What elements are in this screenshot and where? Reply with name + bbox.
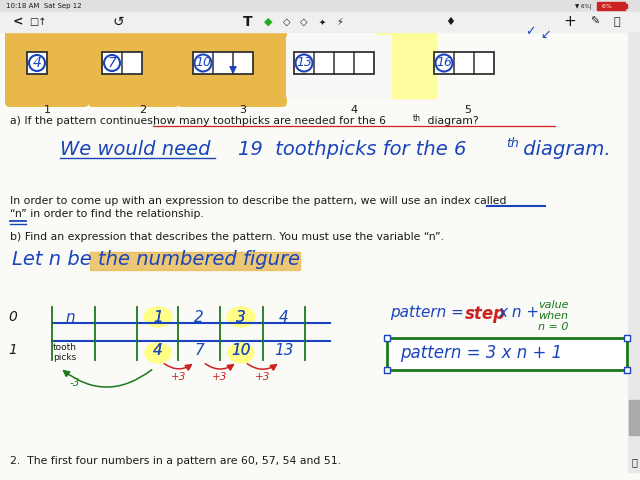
Bar [27, 52, 47, 74]
Text: 4: 4 [33, 56, 42, 70]
Text: 3: 3 [236, 310, 246, 325]
Text: 2: 2 [194, 310, 204, 325]
Text: 6%: 6% [598, 3, 612, 9]
Text: Let n be the numbered figure: Let n be the numbered figure [12, 250, 300, 269]
Text: 7: 7 [108, 56, 116, 70]
Text: 13: 13 [296, 57, 312, 70]
Text: ✓: ✓ [525, 25, 536, 38]
Bar [625, 4, 627, 8]
Text: tooth
picks: tooth picks [53, 343, 77, 362]
Ellipse shape [228, 343, 254, 363]
Text: diagram?: diagram? [424, 116, 479, 126]
Text: <: < [13, 15, 23, 28]
Text: how many toothpicks are needed for the 6: how many toothpicks are needed for the 6 [153, 116, 386, 126]
Text: diagram.: diagram. [517, 140, 611, 159]
Bar [629, 400, 639, 435]
Text: when: when [538, 311, 568, 321]
Text: +3: +3 [212, 372, 228, 382]
Text: th: th [506, 137, 519, 150]
Text: 🔍: 🔍 [631, 457, 637, 467]
Text: 19  toothpicks for the 6: 19 toothpicks for the 6 [238, 140, 467, 159]
Text: +: + [564, 14, 577, 29]
Text: a) If the pattern continues,: a) If the pattern continues, [10, 116, 160, 126]
Bar [434, 52, 494, 74]
Text: 1: 1 [44, 105, 51, 115]
Text: 4: 4 [153, 343, 163, 358]
Bar [294, 52, 374, 74]
Text: 3: 3 [236, 310, 246, 325]
Text: “n” in order to find the relationship.: “n” in order to find the relationship. [10, 209, 204, 219]
Text: 1: 1 [8, 343, 17, 357]
Text: -3: -3 [70, 378, 80, 388]
Text: 10: 10 [195, 57, 211, 70]
Text: ◇: ◇ [300, 17, 308, 27]
Text: 5: 5 [465, 105, 472, 115]
Text: 4: 4 [279, 310, 289, 325]
Text: ↺: ↺ [112, 15, 124, 29]
Bar [384, 367, 390, 373]
Text: 1: 1 [153, 310, 163, 325]
Bar [628, 32, 640, 472]
Text: 4: 4 [351, 105, 358, 115]
Text: n = 0: n = 0 [538, 322, 568, 332]
Bar [102, 52, 142, 74]
Bar [624, 335, 630, 341]
Text: 4: 4 [153, 343, 163, 358]
Text: n: n [65, 310, 75, 325]
Bar [624, 367, 630, 373]
Text: th: th [413, 114, 421, 123]
FancyBboxPatch shape [88, 27, 180, 107]
Text: step: step [465, 305, 506, 323]
Text: 7: 7 [194, 343, 204, 358]
Text: 0: 0 [8, 310, 17, 324]
Text: We would need: We would need [60, 140, 211, 159]
Bar [0, 12, 640, 32]
Text: 10:18 AM  Sat Sep 12: 10:18 AM Sat Sep 12 [6, 3, 82, 9]
Text: ✦: ✦ [319, 17, 326, 26]
Bar [384, 335, 390, 341]
Text: +3: +3 [255, 372, 270, 382]
Text: ◇: ◇ [284, 17, 291, 27]
Bar [90, 252, 300, 270]
Text: 10: 10 [231, 343, 251, 358]
Text: 2: 2 [140, 105, 147, 115]
Text: 13: 13 [275, 343, 294, 358]
Text: ✎: ✎ [590, 17, 600, 27]
Text: 16: 16 [436, 57, 452, 70]
Bar [376, 33, 436, 98]
Text: x n +: x n + [498, 305, 539, 320]
Text: +3: +3 [171, 372, 186, 382]
Text: ⬜: ⬜ [614, 17, 620, 27]
FancyBboxPatch shape [286, 35, 392, 99]
Ellipse shape [227, 307, 255, 327]
Text: 10: 10 [231, 343, 251, 358]
Bar [387, 338, 627, 370]
Bar [0, 0, 640, 12]
Text: ♦: ♦ [445, 17, 455, 27]
Text: 2.  The first four numbers in a pattern are 60, 57, 54 and 51.: 2. The first four numbers in a pattern a… [10, 456, 341, 466]
Bar [193, 52, 253, 74]
Text: pattern =: pattern = [390, 305, 468, 320]
Text: ◆: ◆ [264, 17, 272, 27]
Text: pattern = 3 x n + 1: pattern = 3 x n + 1 [400, 344, 563, 362]
Text: □↑: □↑ [29, 17, 47, 27]
Text: ↙: ↙ [540, 28, 550, 41]
Text: T: T [243, 15, 253, 29]
Text: ⚡: ⚡ [337, 17, 344, 27]
Text: ▼ 6%|: ▼ 6%| [575, 3, 591, 9]
Text: value: value [538, 300, 568, 310]
Ellipse shape [145, 343, 171, 363]
Text: 3: 3 [239, 105, 246, 115]
Ellipse shape [144, 307, 172, 327]
FancyBboxPatch shape [5, 27, 89, 107]
Text: In order to come up with an expression to describe the pattern, we will use an i: In order to come up with an expression t… [10, 196, 506, 206]
Text: b) Find an expression that describes the pattern. You must use the variable “n”.: b) Find an expression that describes the… [10, 232, 444, 242]
Text: 1: 1 [153, 310, 163, 325]
FancyBboxPatch shape [177, 27, 287, 107]
Bar [597, 2, 625, 10]
